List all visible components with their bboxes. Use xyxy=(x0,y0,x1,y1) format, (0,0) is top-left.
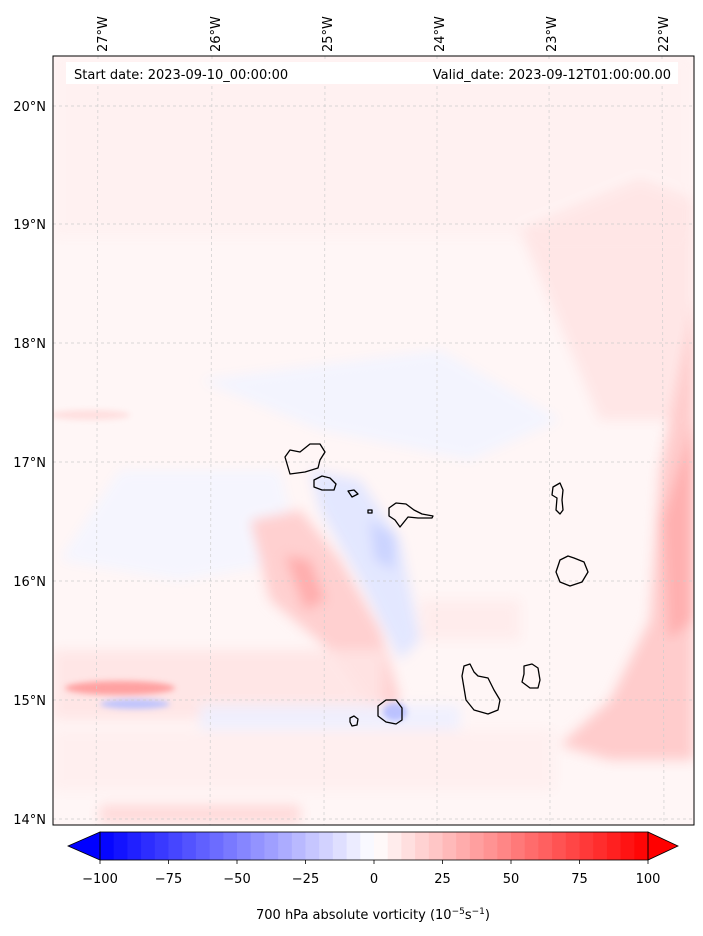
colorbar-tick-label: −25 xyxy=(292,872,319,887)
lat-tick-label: 20°N xyxy=(13,100,46,115)
lat-tick-label: 16°N xyxy=(13,575,46,590)
colorbar-segment xyxy=(291,832,306,860)
colorbar-segment xyxy=(223,832,238,860)
lon-tick-label: 25°W xyxy=(321,16,336,52)
colorbar-tick-label: −50 xyxy=(223,872,250,887)
colorbar-segment xyxy=(606,832,622,860)
map-frame xyxy=(52,55,695,826)
colorbar-segment xyxy=(483,832,498,860)
colorbar-segments xyxy=(100,832,649,860)
colorbar-segment xyxy=(620,832,635,860)
colorbar-segment xyxy=(237,832,252,860)
colorbar-segment xyxy=(415,832,430,860)
lon-tick-label: 26°W xyxy=(209,16,224,52)
latitude-ticks: 20°N 19°N 18°N 17°N 16°N 15°N 14°N xyxy=(13,100,46,828)
island-maio xyxy=(521,663,541,689)
colorbar-segment xyxy=(332,832,348,860)
colorbar-segment xyxy=(456,832,471,860)
colorbar-segment xyxy=(593,832,608,860)
colorbar-segment xyxy=(113,832,128,860)
colorbar-segment xyxy=(634,832,649,860)
lat-tick-label: 17°N xyxy=(13,456,46,471)
colorbar-segment xyxy=(511,832,526,860)
island-brava xyxy=(349,715,359,727)
colorbar-segment xyxy=(100,832,115,860)
colorbar-segment xyxy=(387,832,402,860)
colorbar-segment xyxy=(209,832,224,860)
vorticity-field xyxy=(53,56,694,823)
lon-tick-label: 22°W xyxy=(657,16,672,52)
colorbar-segment xyxy=(278,832,293,860)
colorbar-segment xyxy=(250,832,265,860)
colorbar-segment xyxy=(168,832,183,860)
colorbar-tick-label: 50 xyxy=(503,872,520,887)
colorbar-tick-label: −100 xyxy=(82,872,118,887)
lat-tick-label: 18°N xyxy=(13,337,46,352)
colorbar-segment xyxy=(524,832,539,860)
gridlines xyxy=(53,56,694,825)
lon-tick-label: 24°W xyxy=(433,16,448,52)
colorbar-segment xyxy=(127,832,142,860)
colorbar-segment xyxy=(497,832,512,860)
colorbar-segment xyxy=(428,832,443,860)
colorbar-tick-label: 100 xyxy=(636,872,661,887)
colorbar: −100 −75 −50 −25 0 25 50 75 100 700 hPa absolute… xyxy=(67,831,679,923)
colorbar-min-extend xyxy=(67,831,101,861)
island-fogo xyxy=(377,699,403,725)
colorbar-segment xyxy=(360,832,375,860)
colorbar-segment xyxy=(552,832,567,860)
island-raso xyxy=(367,509,373,514)
colorbar-segment xyxy=(401,832,416,860)
colorbar-segment xyxy=(154,832,169,860)
colorbar-segment xyxy=(469,832,485,860)
start-date-label: Start date: 2023-09-10_00:00:00 xyxy=(74,68,288,83)
colorbar-segment xyxy=(579,832,594,860)
colorbar-max-extend xyxy=(647,831,679,861)
colorbar-segment xyxy=(182,832,197,860)
colorbar-segment xyxy=(305,832,320,860)
island-santiago xyxy=(461,663,501,715)
island-sao-vicente xyxy=(313,475,337,491)
lon-tick-label: 23°W xyxy=(545,16,560,52)
lat-tick-label: 19°N xyxy=(13,218,46,233)
valid-date-label: Valid_date: 2023-09-12T01:00:00.00 xyxy=(433,68,671,83)
lon-tick-label: 27°W xyxy=(96,16,111,52)
colorbar-segment xyxy=(538,832,553,860)
colorbar-segment xyxy=(346,832,361,860)
colorbar-tick-label: −75 xyxy=(155,872,182,887)
colorbar-segment xyxy=(195,832,211,860)
colorbar-segment xyxy=(442,832,457,860)
island-sal xyxy=(551,482,564,515)
lat-tick-label: 14°N xyxy=(13,813,46,828)
colorbar-segment xyxy=(565,832,580,860)
header-box xyxy=(66,62,678,84)
colorbar-tick-label: 0 xyxy=(370,872,378,887)
colorbar-label: 700 hPa absolute vorticity (10−5s−1) xyxy=(256,907,490,923)
colorbar-segment xyxy=(374,832,389,860)
island-boa-vista xyxy=(555,555,589,587)
colorbar-segment xyxy=(319,832,334,860)
island-santo-antao xyxy=(284,443,326,475)
island-sao-nicolau xyxy=(388,502,434,528)
island-santa-luzia xyxy=(347,489,359,498)
colorbar-segment xyxy=(264,832,279,860)
coastlines xyxy=(284,443,589,727)
colorbar-tick-label: 25 xyxy=(434,872,451,887)
longitude-ticks: 27°W 26°W 25°W 24°W 23°W 22°W xyxy=(96,16,672,52)
colorbar-tick-label: 75 xyxy=(571,872,588,887)
colorbar-segment xyxy=(141,832,156,860)
colorbar-ticks: −100 −75 −50 −25 0 25 50 75 100 xyxy=(82,860,660,887)
lat-tick-label: 15°N xyxy=(13,694,46,709)
